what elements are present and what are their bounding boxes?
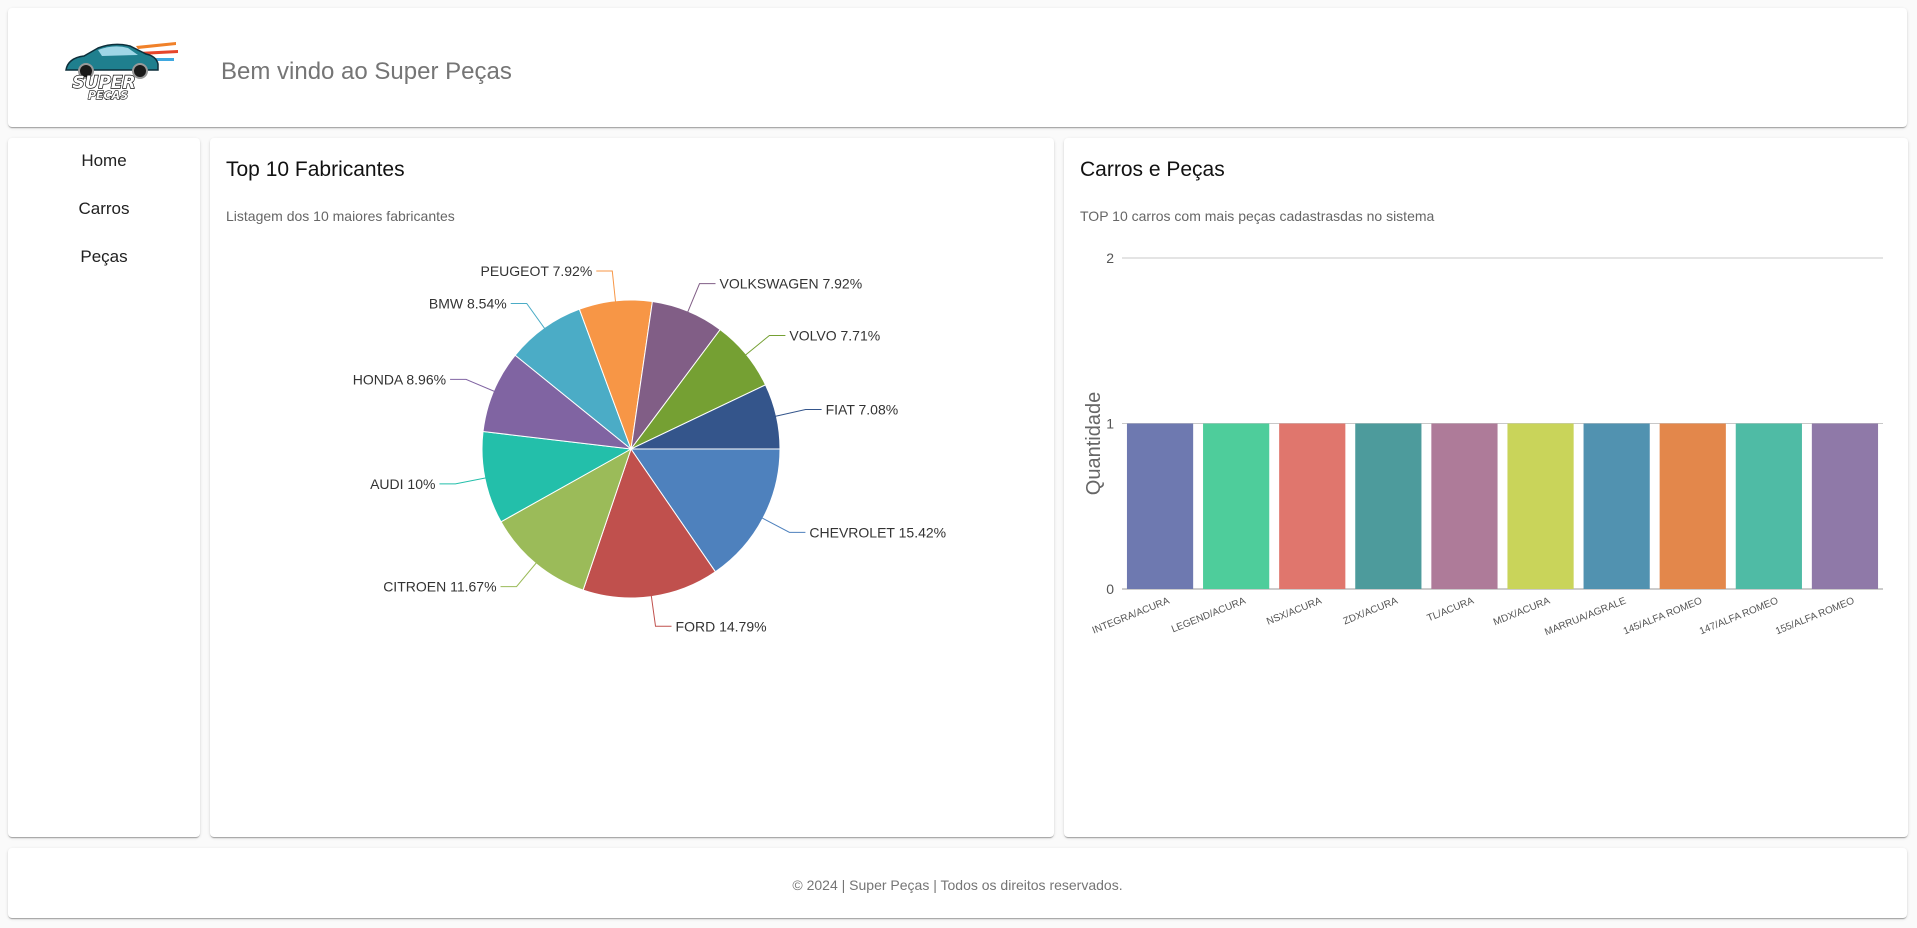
- pie-leader-line-citroen: [500, 560, 539, 588]
- x-tick-label-147-alfa-romeo: 147/ALFA ROMEO: [1698, 596, 1780, 638]
- pie-leader-line-volvo: [743, 334, 786, 357]
- bar-nsx-acura[interactable]: [1279, 423, 1346, 590]
- pie-label-ford: FORD 14.79%: [676, 618, 767, 634]
- x-tick-label-marrua-agrale: MARRUA/AGRALE: [1543, 595, 1628, 638]
- pie-label-bmw: BMW 8.54%: [429, 296, 507, 312]
- x-tick-label-integra-acura: INTEGRA/ACURA: [1091, 595, 1172, 636]
- bar-card-title: Carros e Peças: [1080, 158, 1225, 181]
- x-tick-label-145-alfa-romeo: 145/ALFA ROMEO: [1622, 596, 1704, 638]
- pie-leader-line-chevrolet: [759, 516, 806, 533]
- y-axis-label: Quantidade: [1083, 392, 1105, 495]
- pie-leader-line-honda: [450, 378, 497, 393]
- y-tick-label-0: 0: [1106, 581, 1114, 597]
- pie-leader-line-peugeot: [596, 270, 617, 304]
- bar-155-alfa-romeo[interactable]: [1811, 423, 1879, 590]
- pie-label-citroen: CITROEN 11.67%: [383, 579, 496, 595]
- pie-label-chevrolet: CHEVROLET 15.42%: [809, 524, 946, 540]
- x-tick-label-legend-acura: LEGEND/ACURA: [1170, 595, 1248, 635]
- pie-leader-line-volkswagen: [686, 283, 716, 315]
- bar-147-alfa-romeo[interactable]: [1735, 423, 1802, 590]
- super-pecas-logo[interactable]: SUPER PEÇAS: [58, 30, 180, 100]
- top-fabricantes-card: Top 10 Fabricantes Listagem dos 10 maior…: [210, 138, 1054, 837]
- pie-label-volkswagen: VOLKSWAGEN 7.92%: [720, 276, 863, 292]
- bar-tl-acura[interactable]: [1431, 423, 1498, 590]
- pie-card-subtitle: Listagem dos 10 maiores fabricantes: [226, 208, 455, 224]
- y-tick-label-1: 1: [1106, 416, 1114, 432]
- pie-label-fiat: FIAT 7.08%: [826, 402, 899, 418]
- x-tick-label-tl-acura: TL/ACURA: [1426, 595, 1476, 624]
- bar-mdx-acura[interactable]: [1507, 423, 1574, 590]
- logo-text-pecas: PEÇAS: [88, 89, 128, 100]
- sidebar-item-home[interactable]: Home: [81, 151, 127, 170]
- footer-copyright: © 2024 | Super Peças | Todos os direitos…: [792, 877, 1123, 893]
- pie-leader-line-audi: [439, 476, 488, 485]
- sidebar-item-pecas[interactable]: Peças: [80, 247, 128, 266]
- pie-leader-line-ford: [650, 593, 672, 627]
- carros-pecas-card: Carros e Peças TOP 10 carros com mais pe…: [1064, 138, 1908, 837]
- y-tick-label-2: 2: [1106, 250, 1114, 266]
- x-tick-label-155-alfa-romeo: 155/ALFA ROMEO: [1774, 596, 1856, 638]
- bar-integra-acura[interactable]: [1126, 423, 1194, 590]
- pie-label-peugeot: PEUGEOT 7.92%: [480, 263, 592, 279]
- pie-card-title: Top 10 Fabricantes: [226, 158, 405, 181]
- logo-text-super: SUPER: [72, 73, 135, 93]
- x-tick-label-mdx-acura: MDX/ACURA: [1492, 595, 1552, 628]
- manufacturers-pie-chart: CHEVROLET 15.42% FORD 14.79% CITROEN 11.67…: [353, 263, 946, 634]
- pie-label-volvo: VOLVO 7.71%: [789, 327, 880, 343]
- pie-leader-line-bmw: [510, 303, 547, 331]
- pie-label-audi: AUDI 10%: [370, 476, 435, 492]
- app-footer: © 2024 | Super Peças | Todos os direitos…: [8, 848, 1907, 918]
- welcome-title: Bem vindo ao Super Peças: [221, 58, 512, 85]
- bar-card-subtitle: TOP 10 carros com mais peças cadastrasda…: [1080, 208, 1435, 224]
- sidebar: Home Carros Peças: [8, 138, 200, 837]
- x-tick-label-zdx-acura: ZDX/ACURA: [1342, 595, 1400, 627]
- app-header: SUPER PEÇAS Bem vindo ao Super Peças: [8, 8, 1907, 127]
- sidebar-item-carros[interactable]: Carros: [78, 199, 130, 218]
- car-icon: [65, 43, 159, 79]
- bar-zdx-acura[interactable]: [1355, 423, 1422, 590]
- pie-leader-line-fiat: [773, 409, 822, 418]
- bar-marrua-agrale[interactable]: [1583, 423, 1650, 590]
- bar-145-alfa-romeo[interactable]: [1659, 423, 1726, 590]
- bar-legend-acura[interactable]: [1203, 423, 1270, 590]
- x-tick-label-nsx-acura: NSX/ACURA: [1265, 595, 1324, 627]
- pie-label-honda: HONDA 8.96%: [353, 371, 446, 387]
